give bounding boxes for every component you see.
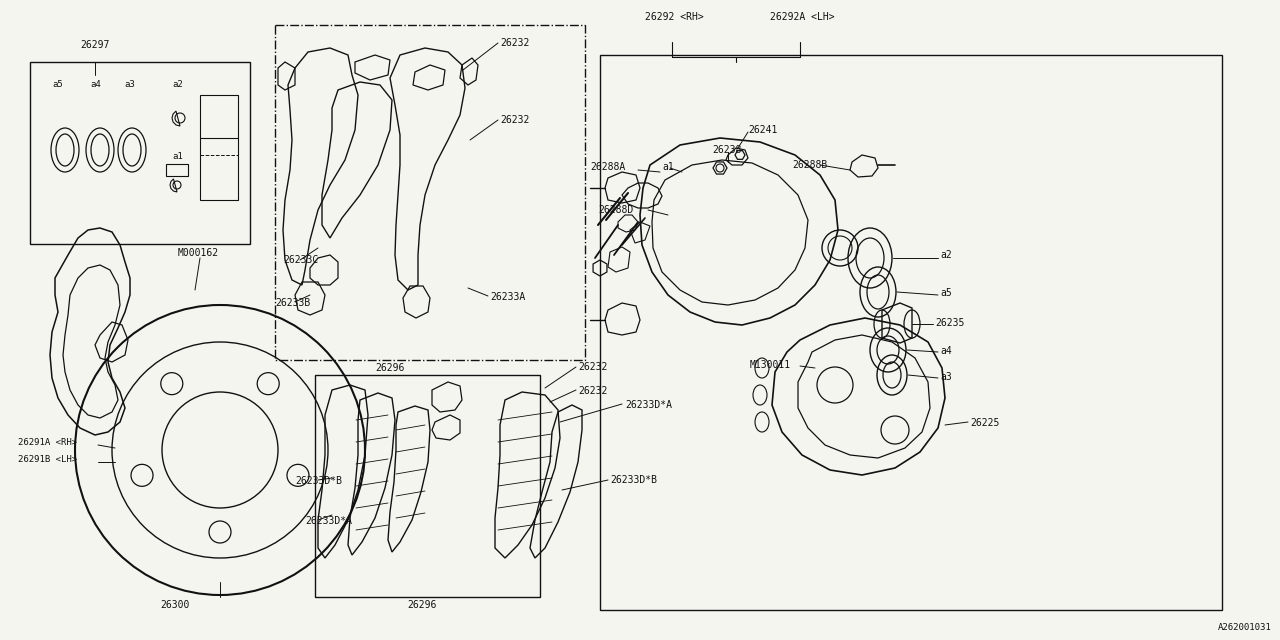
Text: 26238: 26238 xyxy=(712,145,741,155)
Bar xyxy=(29,62,250,244)
Text: 26232: 26232 xyxy=(579,386,608,396)
Text: a5: a5 xyxy=(940,288,952,298)
Text: A262001031: A262001031 xyxy=(1219,623,1272,632)
Text: 26292 <RH>: 26292 <RH> xyxy=(645,12,704,22)
Text: 26292A <LH>: 26292A <LH> xyxy=(771,12,835,22)
Bar xyxy=(166,164,188,176)
Text: 26225: 26225 xyxy=(970,418,1000,428)
Text: 26233A: 26233A xyxy=(490,292,525,302)
Text: 26233D*B: 26233D*B xyxy=(611,475,657,485)
Text: 26233D*A: 26233D*A xyxy=(305,516,352,526)
Text: a4: a4 xyxy=(940,346,952,356)
Text: 26300: 26300 xyxy=(160,600,189,610)
Text: 26235: 26235 xyxy=(934,318,964,328)
Text: 26232: 26232 xyxy=(500,38,530,48)
Text: a3: a3 xyxy=(124,80,134,89)
Text: a1: a1 xyxy=(662,162,673,172)
Text: 26232: 26232 xyxy=(500,115,530,125)
Text: a1: a1 xyxy=(172,152,183,161)
Text: 26233B: 26233B xyxy=(275,298,310,308)
Bar xyxy=(315,375,540,597)
Text: a3: a3 xyxy=(940,372,952,382)
Text: 26296: 26296 xyxy=(375,363,404,373)
Text: 26291B <LH>: 26291B <LH> xyxy=(18,455,77,464)
Text: 26233D*B: 26233D*B xyxy=(294,476,342,486)
Text: 26233D*A: 26233D*A xyxy=(625,400,672,410)
Bar xyxy=(275,25,585,360)
Text: 26241: 26241 xyxy=(748,125,777,135)
Text: 26232: 26232 xyxy=(579,362,608,372)
Text: 26288B: 26288B xyxy=(792,160,827,170)
Text: 26291A <RH>: 26291A <RH> xyxy=(18,438,77,447)
Text: a4: a4 xyxy=(90,80,101,89)
Text: 26288A: 26288A xyxy=(590,162,625,172)
Text: a2: a2 xyxy=(172,80,183,89)
Text: a2: a2 xyxy=(940,250,952,260)
Bar xyxy=(200,95,238,200)
Text: 26296: 26296 xyxy=(407,600,436,610)
Bar xyxy=(600,55,1222,610)
Text: 26288D: 26288D xyxy=(598,205,634,215)
Text: M000162: M000162 xyxy=(178,248,219,258)
Text: a5: a5 xyxy=(52,80,63,89)
Text: M130011: M130011 xyxy=(750,360,791,370)
Text: 26297: 26297 xyxy=(81,40,110,50)
Text: 26233C: 26233C xyxy=(283,255,319,265)
